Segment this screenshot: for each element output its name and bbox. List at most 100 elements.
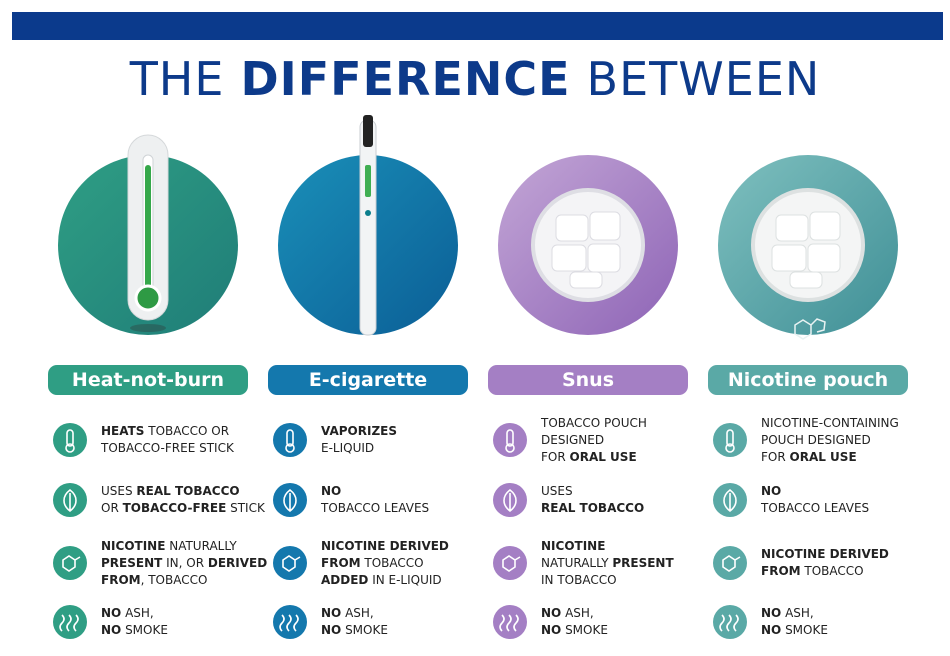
feature: USES REAL TOBACCO xyxy=(493,470,644,530)
feature-icon xyxy=(53,483,87,517)
thermometer-bulb xyxy=(134,284,162,312)
e-cig-tip xyxy=(363,115,373,147)
text-run: IN E-LIQUID xyxy=(368,572,442,587)
text-line: NO SMOKE xyxy=(101,622,168,639)
text-line: NO ASH, xyxy=(541,605,608,622)
feature-text: NICOTINE NATURALLY PRESENT IN, OR DERIVED… xyxy=(101,538,267,589)
bold-text-run: NICOTINE DERIVED xyxy=(321,538,449,553)
icon-glyph xyxy=(59,614,79,632)
icon-glyph xyxy=(63,488,77,513)
bold-text-run: NICOTINE xyxy=(101,538,166,553)
text-line: IN TOBACCO xyxy=(541,572,674,589)
text-line: NATURALLY PRESENT xyxy=(541,555,674,572)
feature: NO ASH, NO SMOKE xyxy=(493,592,608,652)
bold-text-run: REAL TOBACCO xyxy=(136,484,240,498)
shadow xyxy=(130,324,166,332)
text-line: TOBACCO LEAVES xyxy=(761,500,869,517)
text-line: NO xyxy=(761,483,869,500)
pouches xyxy=(551,211,621,289)
bold-text-run: FROM xyxy=(761,564,801,578)
text-line: FROM, TOBACCO xyxy=(101,572,267,589)
icon-glyph xyxy=(719,614,739,632)
text-line: NICOTINE xyxy=(541,538,674,555)
text-line: OR TOBACCO-FREE STICK xyxy=(101,500,265,517)
feature: TOBACCO POUCH DESIGNED FOR ORAL USE xyxy=(493,410,647,470)
title-word: BETWEEN xyxy=(586,52,821,106)
text-run: SMOKE xyxy=(561,623,608,637)
icon-glyph xyxy=(725,429,735,453)
feature-icon xyxy=(273,423,307,457)
text-line: VAPORIZES xyxy=(321,423,397,440)
bold-text-run: NO xyxy=(101,623,122,637)
bold-text-run: NO xyxy=(541,606,562,620)
text-line: DESIGNED xyxy=(541,432,647,449)
icon-glyph xyxy=(505,429,515,453)
molecule xyxy=(794,318,826,340)
bold-text-run: NO xyxy=(321,606,342,620)
top-bar xyxy=(12,12,943,40)
text-run: E-LIQUID xyxy=(321,441,375,455)
text-line: NO SMOKE xyxy=(761,622,828,639)
feature-text: USES REAL TOBACCO xyxy=(541,483,644,517)
text-line: TOBACCO-FREE STICK xyxy=(101,440,234,457)
bold-text-run: NICOTINE DERIVED xyxy=(761,547,889,561)
bold-text-run: NO xyxy=(321,484,342,498)
feature-icon xyxy=(493,546,527,580)
feature-text: NICOTINE-CONTAINING POUCH DESIGNED FOR ORA… xyxy=(761,415,899,466)
bold-text-run: NO xyxy=(761,606,782,620)
feature-icon xyxy=(273,483,307,517)
feature-icon xyxy=(493,605,527,639)
text-run: NATURALLY xyxy=(541,555,613,570)
text-run: SMOKE xyxy=(781,623,828,637)
text-run: IN TOBACCO xyxy=(541,572,617,587)
feature: NO ASH, NO SMOKE xyxy=(53,592,168,652)
icon-glyph xyxy=(502,555,521,572)
feature-text: NO ASH, NO SMOKE xyxy=(761,605,828,639)
text-line: USES REAL TOBACCO xyxy=(101,483,265,500)
text-line: NICOTINE NATURALLY xyxy=(101,538,267,555)
text-run: USES xyxy=(541,484,573,498)
text-run: TOBACCO-FREE STICK xyxy=(101,441,234,455)
text-run: FOR xyxy=(541,449,570,464)
category-label: Nicotine pouch xyxy=(708,365,908,395)
feature-icon xyxy=(493,423,527,457)
feature-text: HEATS TOBACCO OR TOBACCO-FREE STICK xyxy=(101,423,234,457)
category-label: E-cigarette xyxy=(268,365,468,395)
feature-icon xyxy=(713,423,747,457)
bold-text-run: ORAL USE xyxy=(569,449,637,464)
text-run: POUCH DESIGNED xyxy=(761,432,871,447)
title: THE DIFFERENCE BETWEEN xyxy=(0,52,950,106)
text-line: NICOTINE-CONTAINING xyxy=(761,415,899,432)
feature-text: NICOTINE DERIVED FROM TOBACCO xyxy=(761,546,889,580)
icon-glyph xyxy=(65,429,75,453)
text-line: HEATS TOBACCO OR xyxy=(101,423,234,440)
icon-glyph xyxy=(283,488,297,513)
feature: NICOTINE DERIVED FROM TOBACCO xyxy=(713,533,889,593)
text-line: TOBACCO POUCH xyxy=(541,415,647,432)
text-run: SMOKE xyxy=(341,623,388,637)
feature: NICOTINE DERIVED FROM TOBACCO ADDED IN E-L… xyxy=(273,533,449,593)
bold-text-run: DERIVED xyxy=(207,555,268,570)
feature-text: USES REAL TOBACCO OR TOBACCO-FREE STICK xyxy=(101,483,265,517)
text-line: NO SMOKE xyxy=(321,622,388,639)
feature: HEATS TOBACCO OR TOBACCO-FREE STICK xyxy=(53,410,234,470)
text-line: POUCH DESIGNED xyxy=(761,432,899,449)
bold-text-run: NO xyxy=(761,623,782,637)
bold-text-run: ADDED xyxy=(321,572,369,587)
icon-glyph xyxy=(499,614,519,632)
bold-text-run: ORAL USE xyxy=(789,449,857,464)
bold-text-run: NO xyxy=(761,484,782,498)
bold-text-run: FROM xyxy=(101,572,141,587)
feature: NICOTINE NATURALLY PRESENT IN TOBACCO xyxy=(493,533,674,593)
text-run: ASH, xyxy=(781,606,814,620)
text-run: ASH, xyxy=(341,606,374,620)
text-run: STICK xyxy=(226,501,265,515)
feature-icon xyxy=(713,483,747,517)
feature-icon xyxy=(53,605,87,639)
text-line: FROM TOBACCO xyxy=(321,555,449,572)
text-line: NO SMOKE xyxy=(541,622,608,639)
text-line: NICOTINE DERIVED xyxy=(321,538,449,555)
feature-text: NO TOBACCO LEAVES xyxy=(761,483,869,517)
text-run: SMOKE xyxy=(121,623,168,637)
